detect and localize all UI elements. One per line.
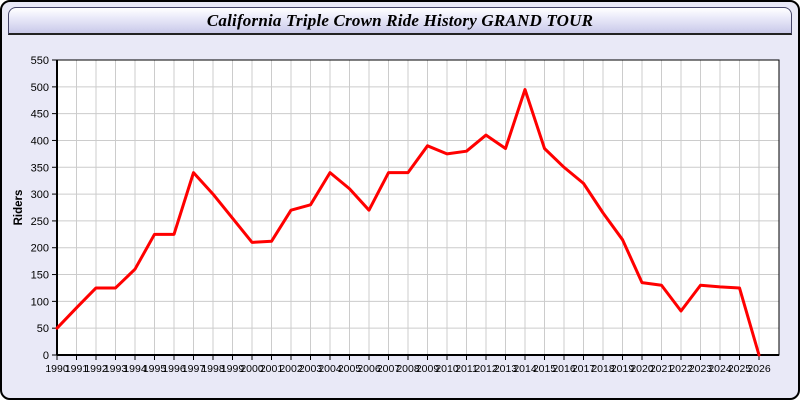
x-axis-tick-label: 2011 — [455, 363, 478, 375]
y-axis-tick-label: 200 — [31, 243, 49, 255]
x-axis-tick-label: 1993 — [104, 363, 128, 375]
x-axis-tick-label: 1992 — [84, 363, 108, 375]
x-axis-tick-label: 1990 — [45, 363, 69, 375]
x-axis-tick-label: 2019 — [611, 363, 635, 375]
y-axis-tick-label: 50 — [37, 323, 49, 335]
riders-series-line — [55, 88, 761, 357]
x-axis-tick-label: 1994 — [123, 363, 147, 375]
x-axis-tick-label: 2007 — [377, 363, 401, 375]
x-axis-tick-label: 2003 — [299, 363, 323, 375]
x-axis-tick-label: 2026 — [747, 363, 771, 375]
x-axis-tick-label: 2023 — [689, 363, 713, 375]
x-axis-tick-label: 2012 — [474, 363, 498, 375]
x-axis-tick-label: 1991 — [65, 363, 89, 375]
x-axis-tick-label: 2004 — [318, 363, 342, 375]
y-axis-tick-label: 400 — [31, 135, 49, 147]
y-axis-tick-label: 350 — [31, 162, 49, 174]
y-axis-tick-label: 450 — [31, 109, 49, 121]
chart-container: 0 50 100 150 200 250 300 350 400 450 500 550 1990 199… — [2, 40, 798, 398]
x-axis-tick-label: 2006 — [357, 363, 381, 375]
y-axis-tick-label: 0 — [43, 350, 49, 362]
x-axis-tick-label: 1995 — [143, 363, 167, 375]
ride-history-line-chart: 0501001502002503003504004505005501990199… — [13, 55, 780, 375]
x-axis-tick-label: 2015 — [533, 363, 557, 375]
x-axis-tick-label: 2001 — [260, 363, 284, 375]
x-axis-tick-label: 2010 — [435, 363, 459, 375]
x-axis-tick-label: 2008 — [396, 363, 420, 375]
x-axis-tick-label: 2016 — [552, 363, 576, 375]
plot-area — [57, 60, 779, 355]
x-axis-tick-label: 2009 — [416, 363, 440, 375]
x-axis-tick-label: 1998 — [201, 363, 225, 375]
x-axis-tick-label: 2002 — [279, 363, 303, 375]
y-axis-tick-label: 100 — [31, 296, 49, 308]
x-axis-tick-label: 2017 — [572, 363, 596, 375]
x-axis-tick-label: 2005 — [338, 363, 362, 375]
x-axis-tick-label: 1997 — [182, 363, 206, 375]
window-title: California Triple Crown Ride History GRA… — [206, 10, 594, 30]
x-axis-tick-label: 2024 — [708, 363, 732, 375]
x-axis-tick-label: 1999 — [221, 363, 245, 375]
x-axis-tick-label: 2021 — [650, 363, 674, 375]
x-axis-tick-label: 2020 — [630, 363, 654, 375]
x-axis-tick-label: 2025 — [728, 363, 752, 375]
x-axis-tick-label: 1996 — [162, 363, 186, 375]
x-axis-tick-label: 2022 — [669, 363, 693, 375]
y-axis-title: Riders — [13, 190, 25, 226]
x-axis-tick-label: 2013 — [494, 363, 518, 375]
y-axis-tick-label: 500 — [31, 82, 49, 94]
y-axis-tick-label: 250 — [31, 216, 49, 228]
x-axis-tick-label: 2018 — [591, 363, 615, 375]
x-axis-tick-label: 2000 — [240, 363, 264, 375]
window-titlebar: California Triple Crown Ride History GRA… — [8, 7, 792, 35]
y-axis-tick-label: 150 — [31, 270, 49, 282]
x-axis-tick-label: 2014 — [513, 363, 537, 375]
y-axis-tick-label: 550 — [31, 55, 49, 67]
y-axis-tick-label: 300 — [31, 189, 49, 201]
